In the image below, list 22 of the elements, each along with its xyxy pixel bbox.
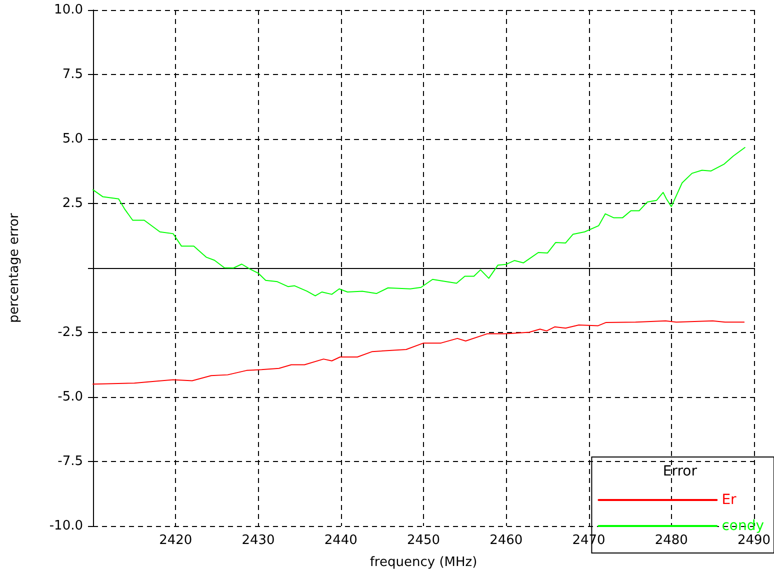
x-axis-title: frequency (MHz) (370, 555, 478, 570)
x-tick-label: 2460 (490, 533, 523, 548)
y-tick-label: 2.5 (62, 196, 83, 211)
legend-title: Error (662, 464, 698, 480)
x-tick-label: 2440 (324, 533, 358, 548)
x-tick-label: 2490 (737, 533, 771, 548)
y-tick-label: 5.0 (62, 132, 83, 146)
line-series (92, 147, 746, 296)
line-series (92, 320, 745, 385)
y-tick-label: 10.0 (54, 2, 83, 18)
text: condy (722, 518, 764, 534)
y-tick-label: -5.0 (58, 390, 83, 404)
text: Er (722, 492, 737, 508)
y-axis-title: percentage error (7, 212, 22, 323)
y-tick-label: -7.5 (58, 454, 83, 469)
y-tick-label: 7.5 (62, 67, 83, 82)
x-tick-label: 2450 (406, 533, 440, 548)
x-tick-label: 2480 (654, 533, 688, 548)
x-tick-label: 2420 (159, 533, 192, 548)
x-tick-label: 2430 (242, 533, 275, 548)
y-tick-label: -10.0 (49, 518, 83, 534)
y-tick-label: -2.5 (58, 325, 83, 340)
